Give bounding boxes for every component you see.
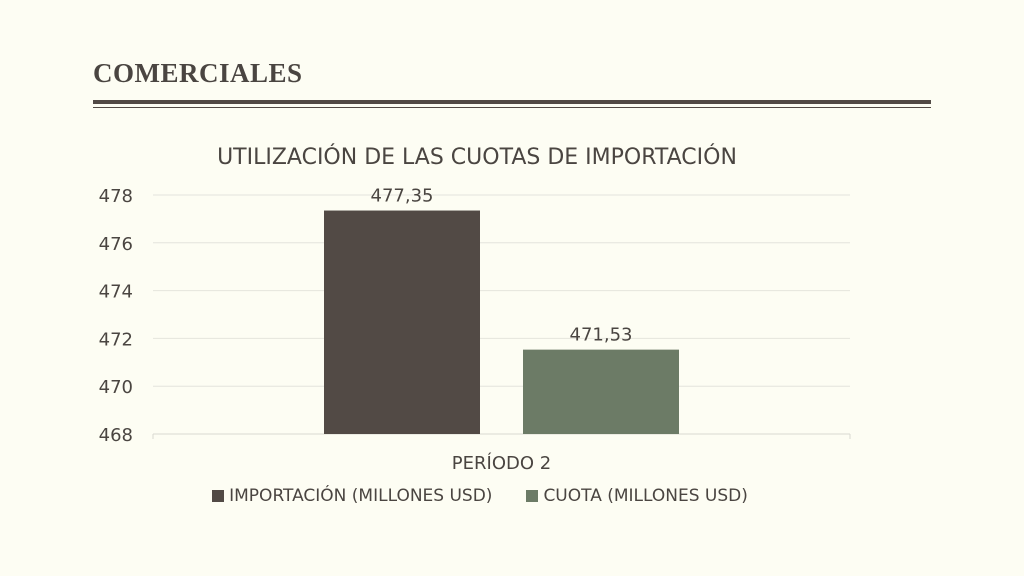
legend-label-cuota: CUOTA (MILLONES USD) <box>543 486 748 506</box>
title-rule-thin <box>93 107 931 108</box>
slide-title: COMERCIALES <box>93 58 303 88</box>
data-label: 477,35 <box>371 186 434 207</box>
bar-importacion <box>324 210 480 434</box>
bar-cuota <box>523 349 679 434</box>
title-rule-thick <box>93 100 931 104</box>
legend-item-importacion: IMPORTACIÓN (MILLONES USD) <box>212 486 492 506</box>
x-category-label: PERÍODO 2 <box>452 452 551 474</box>
legend-swatch-cuota <box>526 490 539 502</box>
y-tick-label: 476 <box>99 234 133 255</box>
y-tick-label: 472 <box>99 329 133 350</box>
y-tick-label: 474 <box>99 282 133 303</box>
data-label: 471,53 <box>570 325 633 346</box>
y-tick-label: 478 <box>99 186 133 207</box>
y-tick-label: 468 <box>99 425 133 446</box>
legend-item-cuota: CUOTA (MILLONES USD) <box>526 486 748 506</box>
y-tick-label: 470 <box>99 377 133 398</box>
chart-legend: IMPORTACIÓN (MILLONES USD) CUOTA (MILLON… <box>0 486 960 506</box>
legend-swatch-importacion <box>212 490 225 502</box>
chart-title: UTILIZACIÓN DE LAS CUOTAS DE IMPORTACIÓN <box>217 145 737 170</box>
legend-label-importacion: IMPORTACIÓN (MILLONES USD) <box>229 486 493 506</box>
